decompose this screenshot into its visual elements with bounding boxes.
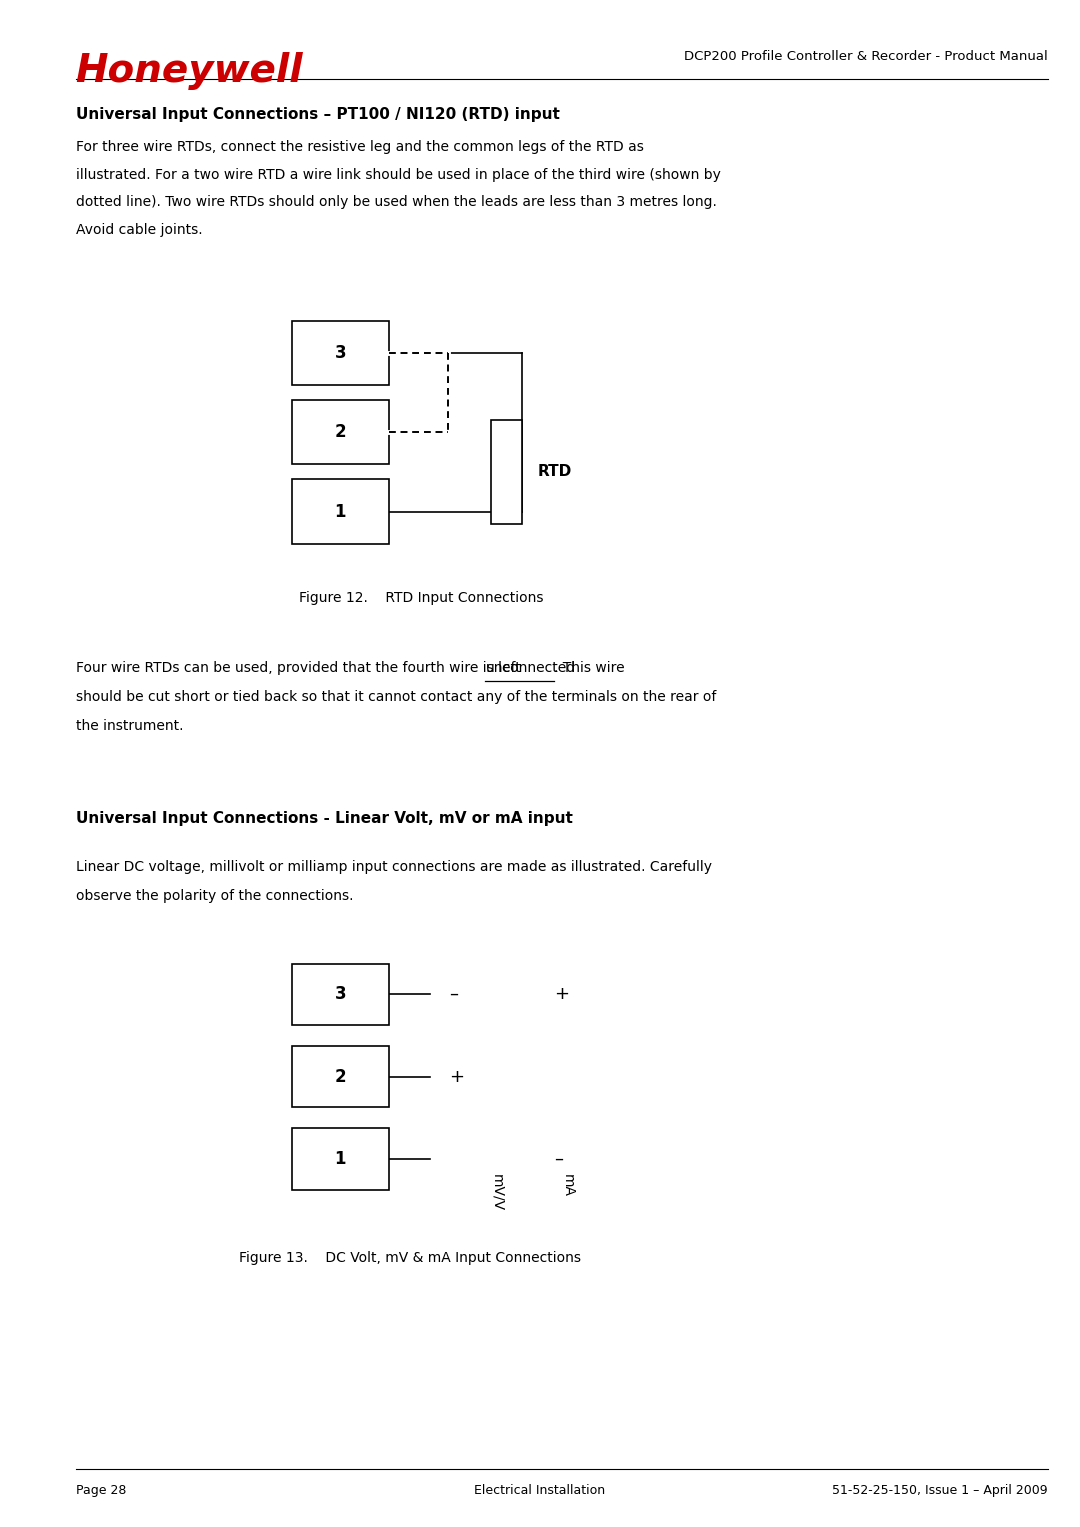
Text: –: – [449, 985, 458, 1003]
Text: the instrument.: the instrument. [76, 719, 184, 733]
Text: . This wire: . This wire [554, 661, 624, 675]
Text: Avoid cable joints.: Avoid cable joints. [76, 223, 202, 237]
Text: 3: 3 [335, 985, 346, 1003]
Text: Honeywell: Honeywell [76, 52, 303, 90]
Text: unconnected: unconnected [486, 661, 576, 675]
Text: 1: 1 [335, 502, 346, 521]
Text: mA: mA [562, 1174, 575, 1197]
Text: observe the polarity of the connections.: observe the polarity of the connections. [76, 889, 353, 902]
FancyBboxPatch shape [292, 321, 389, 385]
Text: Figure 12.    RTD Input Connections: Figure 12. RTD Input Connections [299, 591, 543, 605]
Text: Universal Input Connections - Linear Volt, mV or mA input: Universal Input Connections - Linear Vol… [76, 811, 572, 826]
Text: 2: 2 [335, 1067, 346, 1086]
Text: 1: 1 [335, 1150, 346, 1168]
Text: 51-52-25-150, Issue 1 – April 2009: 51-52-25-150, Issue 1 – April 2009 [832, 1484, 1048, 1498]
FancyBboxPatch shape [292, 1046, 389, 1107]
FancyBboxPatch shape [292, 479, 389, 544]
Text: 2: 2 [335, 423, 346, 441]
Text: +: + [449, 1067, 464, 1086]
FancyBboxPatch shape [292, 1128, 389, 1190]
Text: should be cut short or tied back so that it cannot contact any of the terminals : should be cut short or tied back so that… [76, 690, 716, 704]
FancyBboxPatch shape [491, 420, 522, 524]
Text: 3: 3 [335, 344, 346, 362]
Text: Four wire RTDs can be used, provided that the fourth wire is left: Four wire RTDs can be used, provided tha… [76, 661, 525, 675]
Text: +: + [554, 985, 569, 1003]
Text: illustrated. For a two wire RTD a wire link should be used in place of the third: illustrated. For a two wire RTD a wire l… [76, 168, 720, 182]
Text: Universal Input Connections – PT100 / NI120 (RTD) input: Universal Input Connections – PT100 / NI… [76, 107, 559, 122]
FancyBboxPatch shape [292, 964, 389, 1025]
Text: For three wire RTDs, connect the resistive leg and the common legs of the RTD as: For three wire RTDs, connect the resisti… [76, 140, 644, 154]
Text: Electrical Installation: Electrical Installation [474, 1484, 606, 1498]
FancyBboxPatch shape [292, 400, 389, 464]
Text: Page 28: Page 28 [76, 1484, 126, 1498]
Text: RTD: RTD [538, 464, 572, 479]
Text: –: – [554, 1150, 563, 1168]
Text: DCP200 Profile Controller & Recorder - Product Manual: DCP200 Profile Controller & Recorder - P… [684, 50, 1048, 64]
Text: Figure 13.    DC Volt, mV & mA Input Connections: Figure 13. DC Volt, mV & mA Input Connec… [240, 1251, 581, 1264]
Text: Linear DC voltage, millivolt or milliamp input connections are made as illustrat: Linear DC voltage, millivolt or milliamp… [76, 860, 712, 873]
Text: mV/V: mV/V [490, 1174, 503, 1211]
Text: dotted line). Two wire RTDs should only be used when the leads are less than 3 m: dotted line). Two wire RTDs should only … [76, 195, 716, 209]
